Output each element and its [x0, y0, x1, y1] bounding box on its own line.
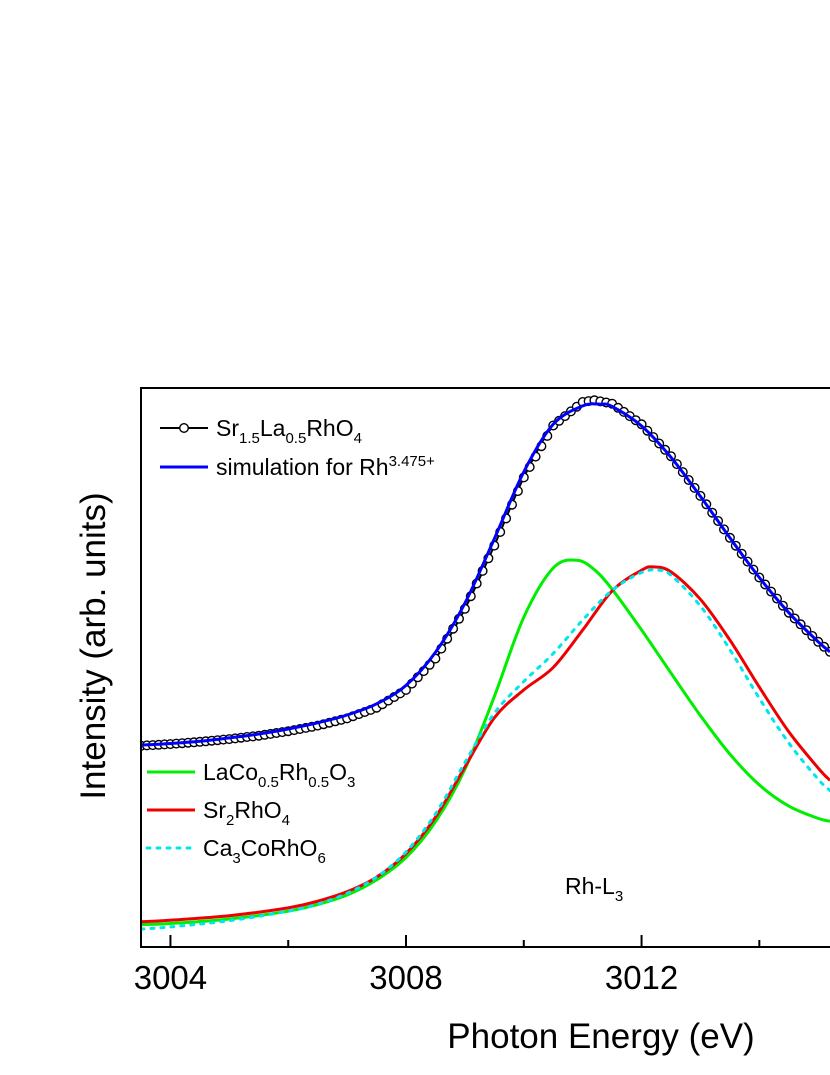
x-tick-label: 3004 [134, 959, 207, 996]
plot-series [141, 395, 830, 931]
series-line-laco [141, 558, 830, 927]
series-line-ca3 [141, 568, 830, 931]
x-tick-label: 3008 [369, 959, 442, 996]
series-ca3 [141, 568, 830, 931]
series-sr15 [141, 395, 830, 751]
plot-frame [140, 387, 830, 948]
legends: Sr1.5La0.5RhO4 simulation for Rh3.475+ LaC… [145, 415, 435, 867]
legend-label: Sr1.5La0.5RhO4 [216, 415, 362, 447]
legend-label: Sr2RhO4 [203, 797, 290, 829]
legend-entry-ca3: Ca3CoRhO6 [145, 835, 326, 867]
x-axis-title: Photon Energy (eV) [447, 1017, 754, 1056]
legend-entry-laco: LaCo0.5Rh0.5O3 [147, 759, 355, 791]
legend-entry-sim: simulation for Rh3.475+ [160, 453, 435, 480]
series-line-sr2 [141, 565, 830, 924]
legend-lower-left: LaCo0.5Rh0.5O3 Sr2RhO4 Ca3CoRhO6 [145, 759, 355, 867]
legend-label: simulation for Rh3.475+ [216, 453, 435, 480]
y-axis-title: Intensity (arb. units) [74, 492, 113, 799]
legend-marker [178, 423, 189, 434]
legend-entry-sr15: Sr1.5La0.5RhO4 [160, 415, 362, 447]
legend-entry-sr2: Sr2RhO4 [147, 797, 290, 829]
series-sim [141, 402, 830, 747]
x-tick-label: 3012 [605, 959, 678, 996]
axes-frame [140, 387, 830, 948]
edge-annotation: Rh-L3 [565, 873, 623, 905]
legend-top-left: Sr1.5La0.5RhO4 simulation for Rh3.475+ [160, 415, 435, 480]
legend-label: Ca3CoRhO6 [203, 835, 326, 867]
x-axis-ticks: 3004300830123016 [134, 935, 761, 996]
series-line-sim [141, 402, 830, 747]
series-sr2 [141, 565, 830, 924]
legend-label: LaCo0.5Rh0.5O3 [203, 759, 355, 791]
series-laco [141, 558, 830, 927]
